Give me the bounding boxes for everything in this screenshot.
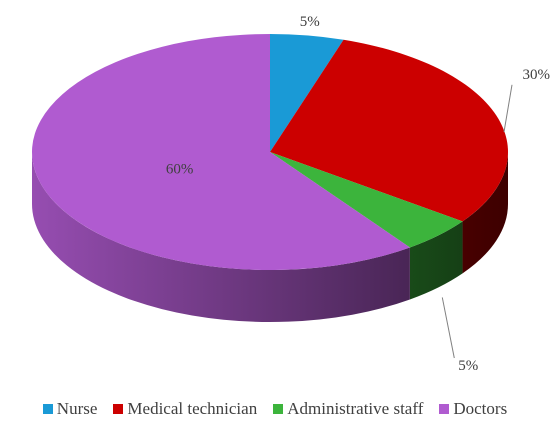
pie-side-administrative-staff <box>409 221 463 300</box>
legend-label-medical-technician: Medical technician <box>127 399 258 418</box>
legend: Nurse Medical technician Administrative … <box>0 398 550 420</box>
pie-slices <box>31 34 509 271</box>
legend-item-administrative-staff: Administrative staff <box>273 399 423 419</box>
pie-slice-doctors <box>31 34 410 271</box>
data-label-doctors: 60% <box>166 161 194 177</box>
legend-item-medical-technician: Medical technician <box>113 399 257 419</box>
data-label-nurse: 5% <box>300 14 320 30</box>
pie-side-doctors <box>32 152 410 322</box>
data-labels: 5% 30% 5% 60% <box>166 14 550 374</box>
pie-slice-medical-technician <box>270 39 509 222</box>
data-label-medical-technician: 30% <box>523 67 550 83</box>
data-label-administrative-staff: 5% <box>458 358 478 374</box>
legend-item-doctors: Doctors <box>439 399 507 419</box>
legend-swatch-medical-technician <box>113 404 124 414</box>
legend-label-nurse: Nurse <box>56 399 98 418</box>
pie-slice-administrative-staff <box>270 152 463 248</box>
pie-side-medical-technician <box>462 152 508 274</box>
leader-line-administrative-staff <box>441 297 455 359</box>
legend-swatch-administrative-staff <box>273 404 284 414</box>
legend-swatch-doctors <box>439 404 450 414</box>
pie-sides <box>32 152 508 322</box>
pie-slice-nurse <box>270 34 344 152</box>
legend-item-nurse: Nurse <box>42 399 98 419</box>
leader-line-medical-technician <box>503 84 513 133</box>
legend-swatch-nurse <box>42 404 53 414</box>
legend-label-doctors: Doctors <box>453 399 508 418</box>
legend-label-administrative-staff: Administrative staff <box>287 399 424 418</box>
